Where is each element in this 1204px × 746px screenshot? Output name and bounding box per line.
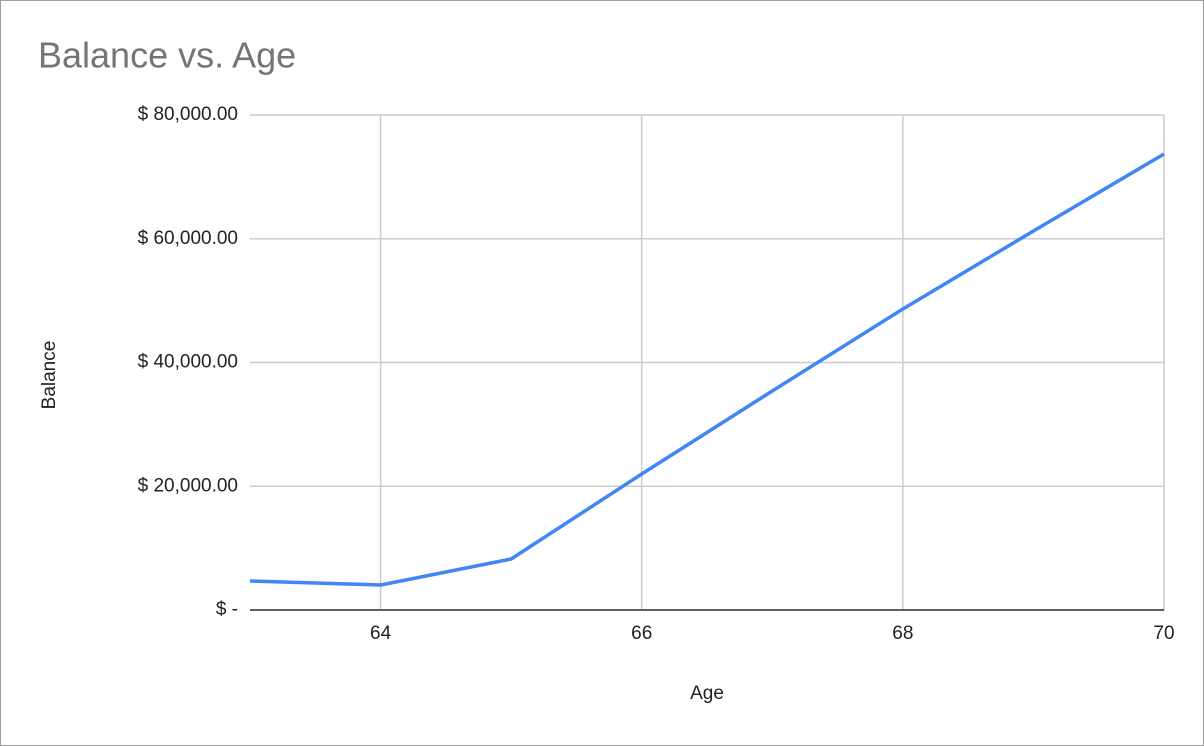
x-tick-label: 64 bbox=[370, 623, 392, 644]
y-tick-label: $ 80,000.00 bbox=[138, 104, 238, 125]
x-axis-label: Age bbox=[690, 683, 724, 704]
x-tick-label: 66 bbox=[631, 623, 652, 644]
chart-title: Balance vs. Age bbox=[38, 35, 296, 76]
y-tick-label: $ 20,000.00 bbox=[138, 475, 238, 496]
y-tick-label: $ 40,000.00 bbox=[138, 352, 238, 373]
x-tick-label: 68 bbox=[892, 623, 913, 644]
y-tick-label: $ 60,000.00 bbox=[138, 228, 238, 249]
y-tick-label: $ - bbox=[216, 599, 238, 620]
y-axis-label: Balance bbox=[39, 341, 60, 410]
x-tick-label: 70 bbox=[1153, 623, 1174, 644]
data-line bbox=[249, 152, 1165, 587]
